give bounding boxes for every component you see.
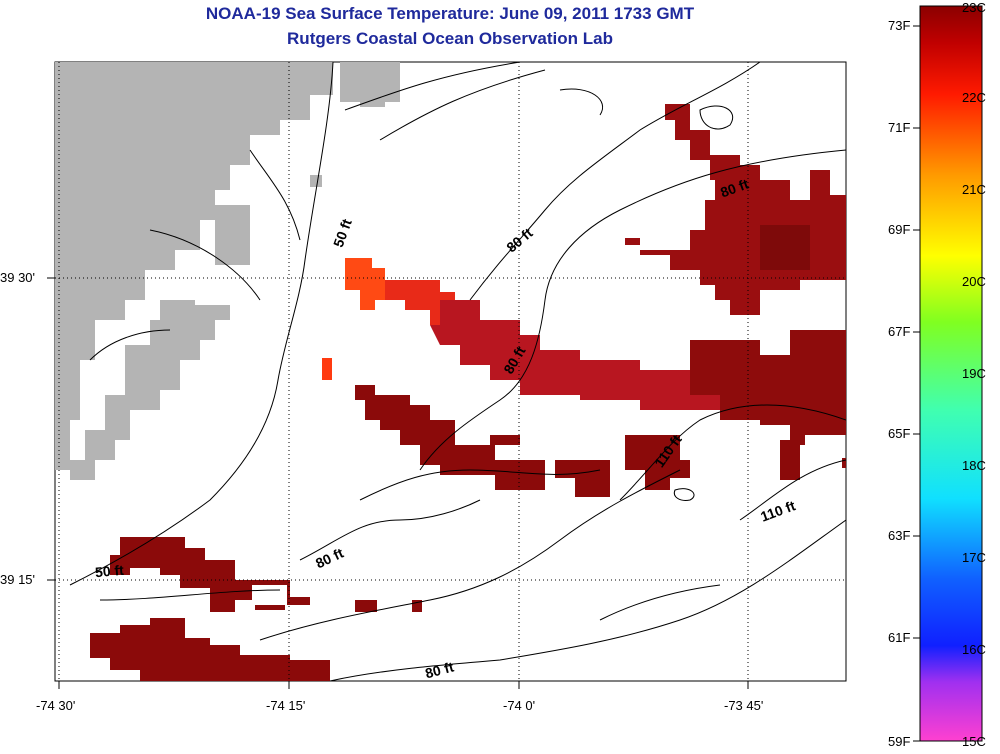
colorbar-c-label: 23C — [962, 0, 986, 15]
colorbar-ticks — [913, 25, 920, 742]
colorbar-c-label: 22C — [962, 90, 986, 105]
colorbar-c-label: 17C — [962, 550, 986, 565]
colorbar-f-label: 61F — [888, 630, 911, 645]
sst-patches — [90, 104, 846, 681]
y-tick-label: 39 15' — [0, 572, 36, 587]
colorbar-c-label: 15C — [962, 734, 986, 749]
map-title: NOAA-19 Sea Surface Temperature: June 09… — [205, 4, 695, 23]
colorbar-c-label: 19C — [962, 366, 986, 381]
x-tick-label: -73 45' — [724, 698, 764, 713]
colorbar-f-label: 67F — [888, 324, 911, 339]
colorbar-f-label: 59F — [888, 734, 911, 749]
land-mass — [55, 62, 400, 480]
depth-label: 50 ft — [94, 561, 125, 581]
colorbar-f-label: 69F — [888, 222, 911, 237]
colorbar-c-label: 16C — [962, 642, 986, 657]
colorbar-f-label: 71F — [888, 120, 911, 135]
x-tick-label: -74 0' — [503, 698, 536, 713]
axis-ticks — [47, 277, 749, 689]
y-tick-label: 39 30' — [0, 270, 36, 285]
colorbar-f-label: 65F — [888, 426, 911, 441]
colorbar-c-label: 20C — [962, 274, 986, 289]
colorbar — [919, 5, 983, 742]
map-subtitle: Rutgers Coastal Ocean Observation Lab — [287, 29, 613, 48]
colorbar-c-label: 21C — [962, 182, 986, 197]
x-tick-label: -74 30' — [36, 698, 76, 713]
x-tick-label: -74 15' — [266, 698, 306, 713]
bathymetry-contours — [69, 62, 846, 681]
colorbar-f-label: 63F — [888, 528, 911, 543]
colorbar-c-label: 18C — [962, 458, 986, 473]
colorbar-f-label: 73F — [888, 18, 911, 33]
